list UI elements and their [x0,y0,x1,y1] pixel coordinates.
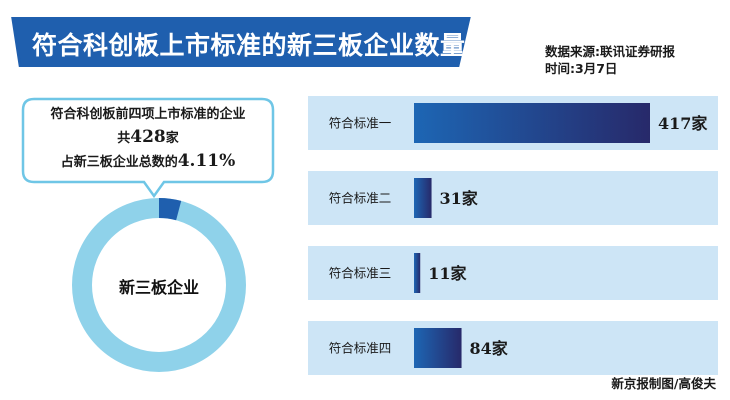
page-title: 符合科创板上市标准的新三板企业数量 [32,31,466,60]
donut-label: 新三板企业 [118,278,199,297]
bar-2 [414,178,432,218]
category-label-3: 符合标准三 [329,266,392,281]
bar-1 [414,103,650,143]
callout-total-count: 428 [130,127,166,147]
value-label-1: 417家 [658,114,708,133]
callout-line2-prefix: 共 [117,131,131,146]
category-label-1: 符合标准一 [329,116,392,131]
callout-bubble-shape [21,97,275,199]
category-label-2: 符合标准二 [329,191,392,206]
donut-highlight-segment [158,198,182,221]
callout-text: 符合科创板前四项上市标准的企业 共428家 占新三板企业总数的4.11% [20,104,276,174]
bar-3 [414,253,421,293]
callout-line1: 符合科创板前四项上市标准的企业 [50,107,246,122]
value-label-4: 84家 [470,339,509,358]
data-source: 数据来源:联讯证券研报 时间:3月7日 [545,43,675,77]
callout-line2-suffix: 家 [165,131,179,146]
date-line: 时间:3月7日 [545,61,618,76]
bar-band-4 [308,321,718,375]
callout-share-percent: 4.11% [177,151,236,171]
title-banner-shape [8,15,474,69]
callout-line2: 共428家 [20,126,276,150]
value-label-3: 11家 [428,264,467,283]
donut-chart [72,198,246,372]
bar-4 [414,328,462,368]
credit: 新京报制图/高俊夫 [611,376,716,391]
callout-bubble: 符合科创板前四项上市标准的企业 共428家 占新三板企业总数的4.11% [20,96,276,214]
callout-line3-prefix: 占新三板企业总数的 [60,155,178,170]
bar-band-3 [308,246,718,300]
source-line: 数据来源:联讯证券研报 [545,44,675,59]
title-banner: 符合科创板上市标准的新三板企业数量 [6,12,476,72]
value-label-2: 31家 [440,189,479,208]
category-label-4: 符合标准四 [329,341,392,356]
bar-band-2 [308,171,718,225]
callout-line3: 占新三板企业总数的4.11% [20,150,276,174]
